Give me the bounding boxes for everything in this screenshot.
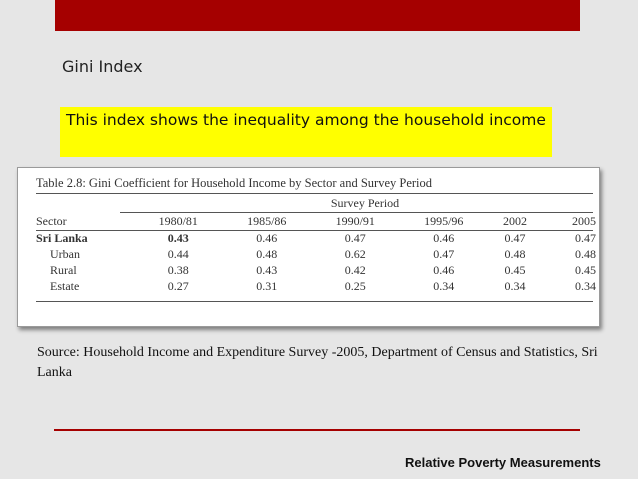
value-cell: 0.48	[504, 247, 526, 261]
value-cell: 0.34	[433, 279, 455, 293]
value-cell: 0.34	[575, 279, 596, 293]
period-header: 1990/91	[335, 214, 375, 228]
value-cell: 0.27	[167, 279, 189, 293]
header-rule	[36, 230, 593, 231]
value-cell: 0.48	[256, 247, 278, 261]
value-cell: 0.44	[167, 247, 189, 261]
sector-cell: Urban	[50, 247, 80, 261]
value-cell: 0.43	[256, 263, 278, 277]
value-cell: 0.46	[433, 231, 455, 245]
value-cell: 0.43	[167, 231, 189, 245]
survey-period-rule	[120, 212, 593, 213]
value-cell: 0.47	[575, 231, 596, 245]
gini-table-image: Table 2.8: Gini Coefficient for Househol…	[17, 167, 600, 327]
value-cell: 0.25	[344, 279, 366, 293]
bottom-accent-rule	[54, 429, 580, 431]
value-cell: 0.48	[575, 247, 596, 261]
value-cell: 0.62	[344, 247, 366, 261]
period-header: 1995/96	[424, 214, 464, 228]
top-accent-bar	[55, 0, 580, 31]
value-cell: 0.47	[433, 247, 455, 261]
sector-cell: Estate	[50, 279, 80, 293]
sector-cell: Sri Lanka	[36, 231, 88, 245]
value-cell: 0.31	[256, 279, 278, 293]
sector-cell: Rural	[50, 263, 77, 277]
table-row: Sri Lanka 0.43 0.46 0.47 0.46 0.47 0.47	[36, 230, 596, 246]
value-cell: 0.34	[504, 279, 526, 293]
footer-section-label: Relative Poverty Measurements	[405, 455, 601, 470]
table-top-rule	[36, 193, 593, 194]
value-cell: 0.45	[504, 263, 526, 277]
table-caption: Table 2.8: Gini Coefficient for Househol…	[36, 176, 433, 190]
period-header: 2002	[502, 214, 527, 228]
table-row: Survey Period	[36, 194, 596, 212]
table-row: Urban 0.44 0.48 0.62 0.47 0.48 0.48	[36, 246, 596, 262]
table-row: Sector 1980/81 1985/86 1990/91 1995/96 2…	[36, 212, 596, 230]
value-cell: 0.47	[344, 231, 366, 245]
period-header: 2005	[572, 214, 596, 228]
period-header: 1985/86	[247, 214, 287, 228]
period-header: 1980/81	[158, 214, 198, 228]
gini-table: Survey Period Sector 1980/81 1985/86 199…	[36, 194, 596, 294]
table-row: Estate 0.27 0.31 0.25 0.34 0.34 0.34	[36, 278, 596, 294]
value-cell: 0.47	[504, 231, 526, 245]
value-cell: 0.45	[575, 263, 596, 277]
source-note: Source: Household Income and Expenditure…	[37, 345, 598, 380]
table-row: Rural 0.38 0.43 0.42 0.46 0.45 0.45	[36, 262, 596, 278]
value-cell: 0.46	[256, 231, 278, 245]
page-title: Gini Index	[62, 57, 143, 76]
value-cell: 0.38	[167, 263, 189, 277]
table-bottom-rule	[36, 301, 593, 302]
survey-period-header: Survey Period	[330, 196, 400, 210]
highlight-note: This index shows the inequality among th…	[60, 107, 552, 157]
value-cell: 0.46	[433, 263, 455, 277]
value-cell: 0.42	[344, 263, 366, 277]
sector-header: Sector	[36, 214, 67, 228]
